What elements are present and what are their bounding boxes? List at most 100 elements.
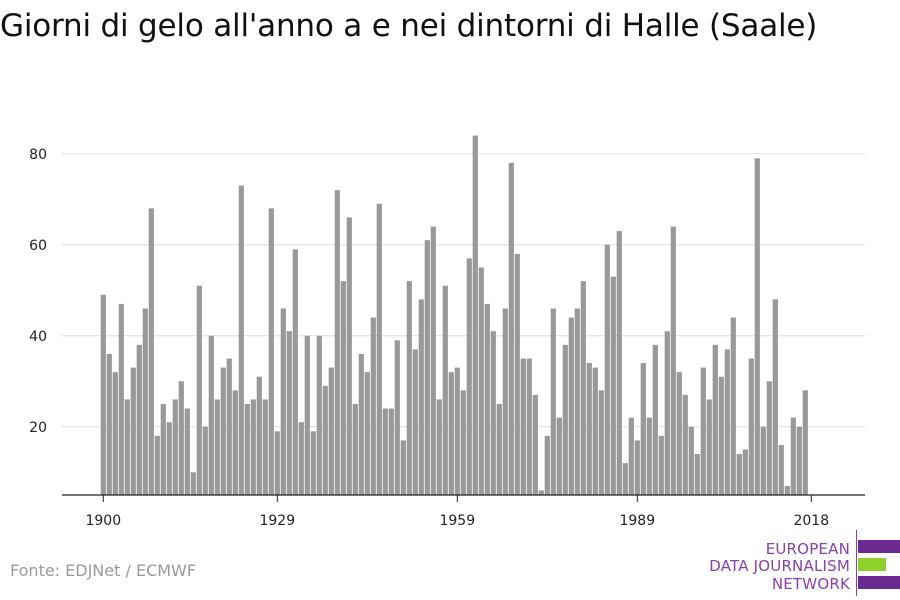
- bar-1927: [262, 399, 268, 495]
- bar-1999: [694, 454, 700, 495]
- bar-2001: [706, 399, 712, 495]
- bar-1955: [430, 226, 436, 496]
- bar-2011: [766, 381, 772, 495]
- bar-2000: [700, 367, 706, 495]
- bar-1925: [250, 399, 256, 495]
- bar-2007: [742, 449, 748, 495]
- bar-1990: [640, 363, 646, 495]
- bar-1975: [550, 308, 556, 495]
- bar-1940: [340, 281, 346, 495]
- bar-1923: [238, 185, 244, 495]
- x-tick-label-1959: 1959: [439, 513, 475, 529]
- bar-1919: [214, 399, 220, 495]
- bar-1905: [130, 367, 136, 495]
- bar-1978: [568, 317, 574, 495]
- logo-bar-middle: [858, 558, 886, 571]
- bar-1976: [556, 417, 562, 495]
- bar-1970: [520, 358, 526, 495]
- bar-1946: [376, 203, 382, 496]
- bar-1933: [298, 422, 304, 495]
- bar-1997: [682, 394, 688, 495]
- bar-2002: [712, 344, 718, 495]
- bar-1964: [484, 303, 490, 495]
- bar-1915: [190, 472, 196, 495]
- bar-1962: [472, 135, 478, 496]
- bar-2016: [796, 426, 802, 495]
- source-credit: Fonte: EDJNet / ECMWF: [10, 561, 197, 580]
- y-tick-label-40: 40: [29, 329, 47, 345]
- logo-bar-bottom: [858, 576, 900, 589]
- bar-1957: [442, 285, 448, 495]
- bar-1956: [436, 399, 442, 495]
- bar-1942: [352, 404, 358, 495]
- bar-1983: [598, 390, 604, 495]
- bar-1924: [244, 404, 250, 495]
- bar-1985: [610, 276, 616, 495]
- bar-1934: [304, 335, 310, 495]
- bar-1918: [208, 335, 214, 495]
- bar-1911: [166, 422, 172, 495]
- bar-1908: [148, 208, 154, 495]
- bar-1958: [448, 372, 454, 495]
- x-tick-label-1989: 1989: [619, 513, 655, 529]
- x-ticks: 1900 1929 1959 1989 2018: [85, 495, 829, 529]
- bar-2009: [754, 158, 760, 496]
- bar-1987: [622, 463, 628, 495]
- bar-1959: [454, 367, 460, 495]
- bar-1928: [268, 208, 274, 495]
- bar-1966: [496, 404, 502, 495]
- chart-title: Giorni di gelo all'anno a e nei dintorni…: [0, 8, 818, 44]
- bar-2012: [772, 299, 778, 495]
- x-tick-label-1900: 1900: [85, 513, 121, 529]
- bar-2010: [760, 426, 766, 495]
- bar-1926: [256, 376, 262, 495]
- bar-1939: [334, 190, 340, 495]
- bar-1977: [562, 344, 568, 495]
- bar-1936: [316, 335, 322, 495]
- bar-1980: [580, 281, 586, 495]
- bar-1986: [616, 231, 622, 495]
- y-tick-label-60: 60: [29, 238, 47, 254]
- bar-1960: [460, 390, 466, 495]
- bar-1900: [100, 294, 106, 495]
- bar-1993: [658, 435, 664, 495]
- bar-1945: [370, 317, 376, 495]
- bar-2014: [784, 485, 790, 495]
- bar-1932: [292, 249, 298, 495]
- bar-1969: [514, 253, 520, 495]
- bar-2006: [736, 454, 742, 495]
- bar-1954: [424, 240, 430, 495]
- bar-1950: [400, 440, 406, 495]
- bar-1949: [394, 340, 400, 495]
- bar-1907: [142, 308, 148, 495]
- bar-1967: [502, 308, 508, 495]
- bar-2004: [724, 349, 730, 495]
- bar-1996: [676, 372, 682, 495]
- bar-1921: [226, 358, 232, 495]
- bar-1965: [490, 331, 496, 495]
- bar-1916: [196, 285, 202, 495]
- logo-bar-top: [858, 540, 900, 553]
- logo-line-2: DATA JOURNALISM: [709, 557, 850, 575]
- bar-1951: [406, 281, 412, 495]
- bar-2003: [718, 376, 724, 495]
- bar-1902: [112, 372, 118, 495]
- edjnet-logo: EUROPEAN DATA JOURNALISM NETWORK: [700, 530, 900, 596]
- bar-1901: [106, 353, 112, 495]
- bar-1992: [652, 344, 658, 495]
- bar-1920: [220, 367, 226, 495]
- bar-1906: [136, 344, 142, 495]
- x-tick-label-1929: 1929: [259, 513, 295, 529]
- bar-1981: [586, 363, 592, 495]
- bar-1995: [670, 226, 676, 496]
- bar-1929: [274, 431, 280, 495]
- bar-1994: [664, 331, 670, 495]
- bar-1948: [388, 408, 394, 495]
- bar-1922: [232, 390, 238, 495]
- bar-1972: [532, 394, 538, 495]
- bar-2005: [730, 317, 736, 495]
- bar-1979: [574, 308, 580, 495]
- bar-1988: [628, 417, 634, 495]
- bar-1914: [184, 408, 190, 495]
